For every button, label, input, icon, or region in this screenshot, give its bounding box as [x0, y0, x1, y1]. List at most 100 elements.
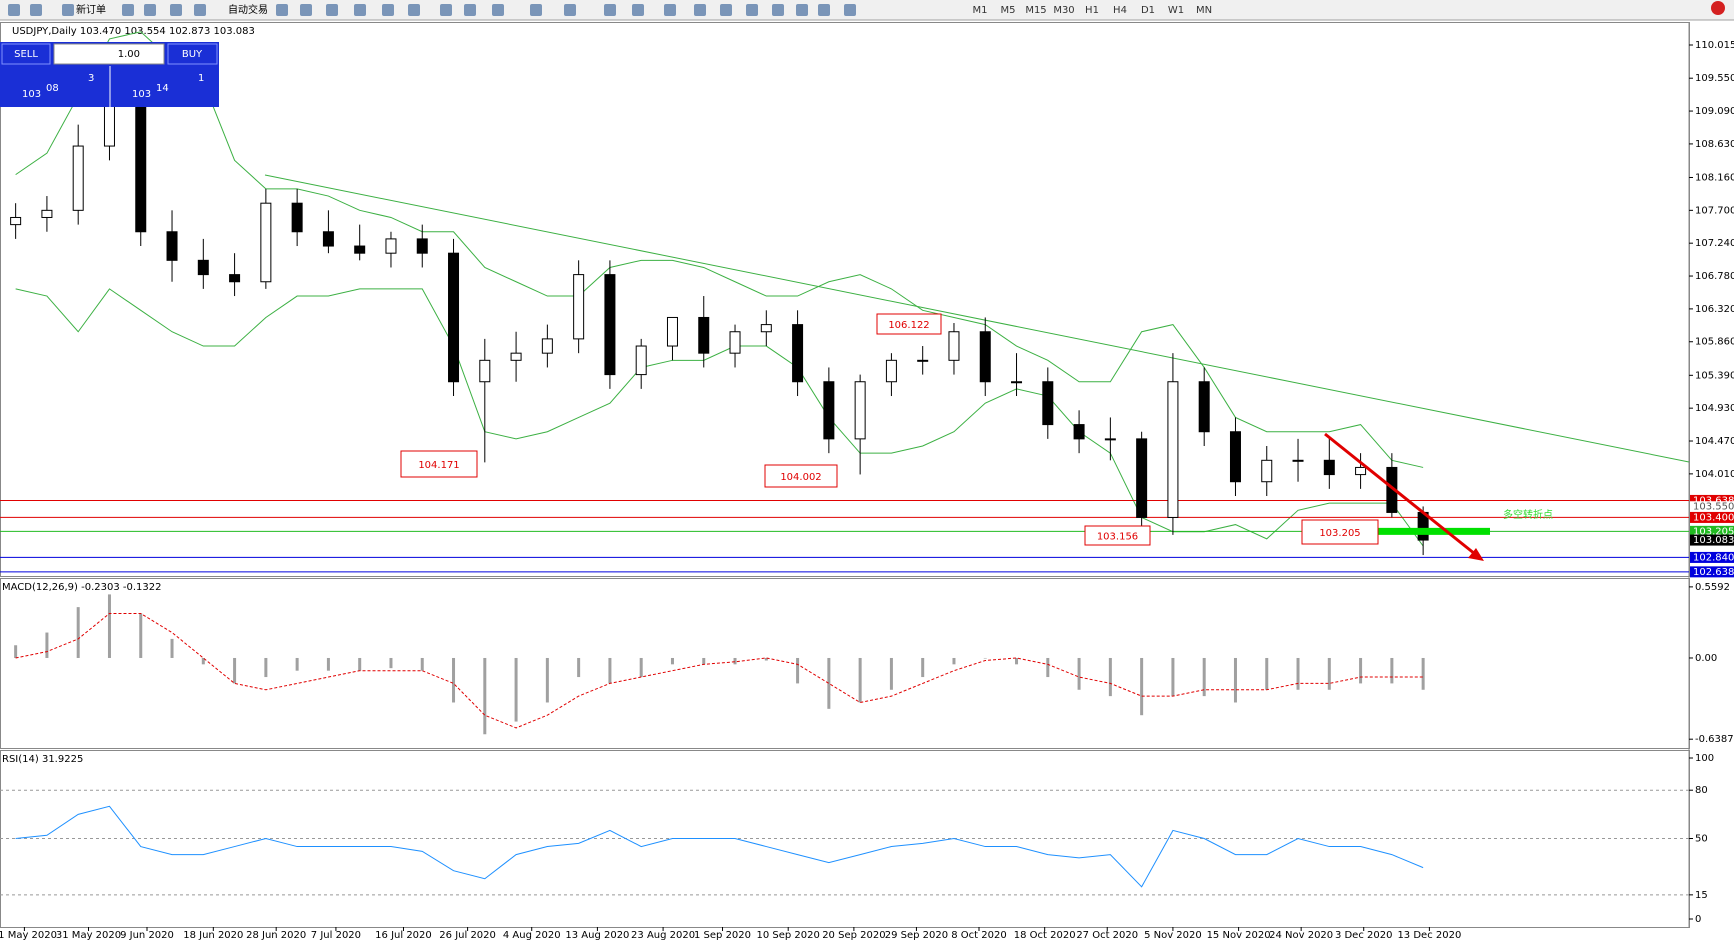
candle-body	[41, 209, 53, 218]
x-tick-label: 15 Nov 2020	[1207, 930, 1271, 941]
macd-bar	[1015, 657, 1019, 665]
timeframe-button[interactable]: H1	[1085, 5, 1099, 16]
timeframe-button[interactable]: M5	[1001, 5, 1016, 16]
macd-bar	[1202, 657, 1206, 697]
toolbar-icon[interactable]	[604, 4, 616, 16]
timeframe-button[interactable]: M30	[1053, 5, 1074, 16]
toolbar-icon[interactable]	[530, 4, 542, 16]
candle-body	[823, 381, 835, 440]
sell-button[interactable]	[1, 43, 51, 65]
quote-big[interactable]: 103	[132, 89, 151, 100]
toolbar-icon[interactable]	[354, 4, 366, 16]
toolbar-icon[interactable]	[382, 4, 394, 16]
y-tick-label: 109.090	[1695, 106, 1734, 117]
y-tick-label: 106.780	[1695, 271, 1734, 282]
timeframe-button[interactable]: H4	[1113, 5, 1127, 16]
annotation-box	[876, 313, 942, 335]
toolbar-icon[interactable]	[144, 4, 156, 16]
candle-body	[510, 352, 522, 361]
macd-bar	[702, 657, 706, 665]
candle-body	[729, 331, 741, 354]
y-tick-label: 104.470	[1695, 436, 1734, 447]
toolbar-icon[interactable]	[720, 4, 732, 16]
candle-body	[416, 238, 428, 254]
sell-label[interactable]: SELL	[14, 49, 38, 60]
y-tick-label: 109.550	[1695, 73, 1734, 84]
toolbar-icon[interactable]	[300, 4, 312, 16]
toolbar-icon[interactable]	[170, 4, 182, 16]
lot-input[interactable]	[53, 43, 165, 65]
toolbar-icon[interactable]	[440, 4, 452, 16]
macd-bar	[107, 594, 111, 658]
toolbar-icon[interactable]	[408, 4, 420, 16]
macd-bar	[608, 657, 612, 684]
quote-small[interactable]: 1	[198, 73, 204, 84]
toolbar-icon[interactable]	[694, 4, 706, 16]
y-tick-label: 0.5592	[1695, 582, 1730, 593]
x-tick-label: 13 Dec 2020	[1397, 930, 1461, 941]
x-tick-label: 24 Nov 2020	[1269, 930, 1333, 941]
annotation: 104.171	[418, 460, 459, 471]
toolbar-icon[interactable]	[194, 4, 206, 16]
candle-body	[1261, 459, 1273, 483]
auto-trade-button[interactable]: 自动交易	[228, 3, 268, 16]
toolbar	[0, 0, 1734, 20]
x-tick-label: 23 Aug 2020	[631, 930, 695, 941]
candle-body	[291, 202, 303, 233]
macd-bar	[733, 657, 737, 665]
candle-body	[885, 359, 897, 383]
macd-bar	[764, 657, 768, 661]
price-label-bg	[1690, 551, 1734, 563]
x-tick-label: 18 Oct 2020	[1014, 930, 1076, 941]
quote-small[interactable]: 3	[88, 73, 94, 84]
y-tick-label: 80	[1695, 785, 1708, 796]
toolbar-icon[interactable]	[746, 4, 758, 16]
toolbar-icon[interactable]	[818, 4, 830, 16]
price-label: 102.638	[1693, 567, 1734, 578]
timeframe-button[interactable]: W1	[1168, 5, 1184, 16]
annotation-box	[1084, 525, 1151, 546]
timeframe-button[interactable]: D1	[1141, 5, 1155, 16]
y-tick-label: 15	[1695, 890, 1708, 901]
toolbar-icon[interactable]	[276, 4, 288, 16]
lot-value[interactable]: 1.00	[118, 49, 140, 60]
timeframe-button[interactable]: M15	[1025, 5, 1046, 16]
y-tick-label: -0.6387	[1695, 734, 1734, 745]
candle-body	[197, 259, 209, 276]
candle-body	[573, 274, 585, 340]
macd-bar	[1265, 657, 1269, 690]
toolbar-icon[interactable]	[564, 4, 576, 16]
toolbar-icon[interactable]	[796, 4, 808, 16]
x-tick-label: 31 May 2020	[56, 930, 121, 941]
toolbar-icon[interactable]	[122, 4, 134, 16]
timeframe-button[interactable]: MN	[1196, 5, 1212, 16]
x-tick-label: 1 Sep 2020	[694, 930, 751, 941]
toolbar-icon[interactable]	[632, 4, 644, 16]
toolbar-icon[interactable]	[8, 4, 20, 16]
quote-mid[interactable]: 14	[156, 83, 169, 94]
toolbar-icon[interactable]	[772, 4, 784, 16]
annotation: 104.002	[780, 472, 821, 483]
price-label-bg	[1690, 494, 1734, 506]
candle-body	[385, 238, 397, 254]
quote-mid[interactable]: 08	[46, 83, 59, 94]
macd-bar	[452, 657, 456, 703]
buy-label[interactable]: BUY	[182, 49, 203, 60]
timeframe-button[interactable]: M1	[973, 5, 988, 16]
toolbar-icon[interactable]	[326, 4, 338, 16]
quote-big[interactable]: 103	[22, 89, 41, 100]
toolbar-icon[interactable]	[62, 4, 74, 16]
bollinger-band	[15, 288, 1424, 547]
toolbar-icon[interactable]	[492, 4, 504, 16]
toolbar-icon[interactable]	[664, 4, 676, 16]
toolbar-icon[interactable]	[844, 4, 856, 16]
candle-body	[604, 274, 616, 376]
toolbar-icon[interactable]	[30, 4, 42, 16]
new-order-button[interactable]: 新订单	[76, 3, 106, 16]
toolbar-icon[interactable]	[464, 4, 476, 16]
rsi-line	[15, 805, 1424, 888]
candle-body	[1292, 459, 1304, 462]
buy-button[interactable]	[167, 43, 218, 65]
macd-bar	[170, 638, 174, 658]
macd-bar	[233, 657, 237, 684]
